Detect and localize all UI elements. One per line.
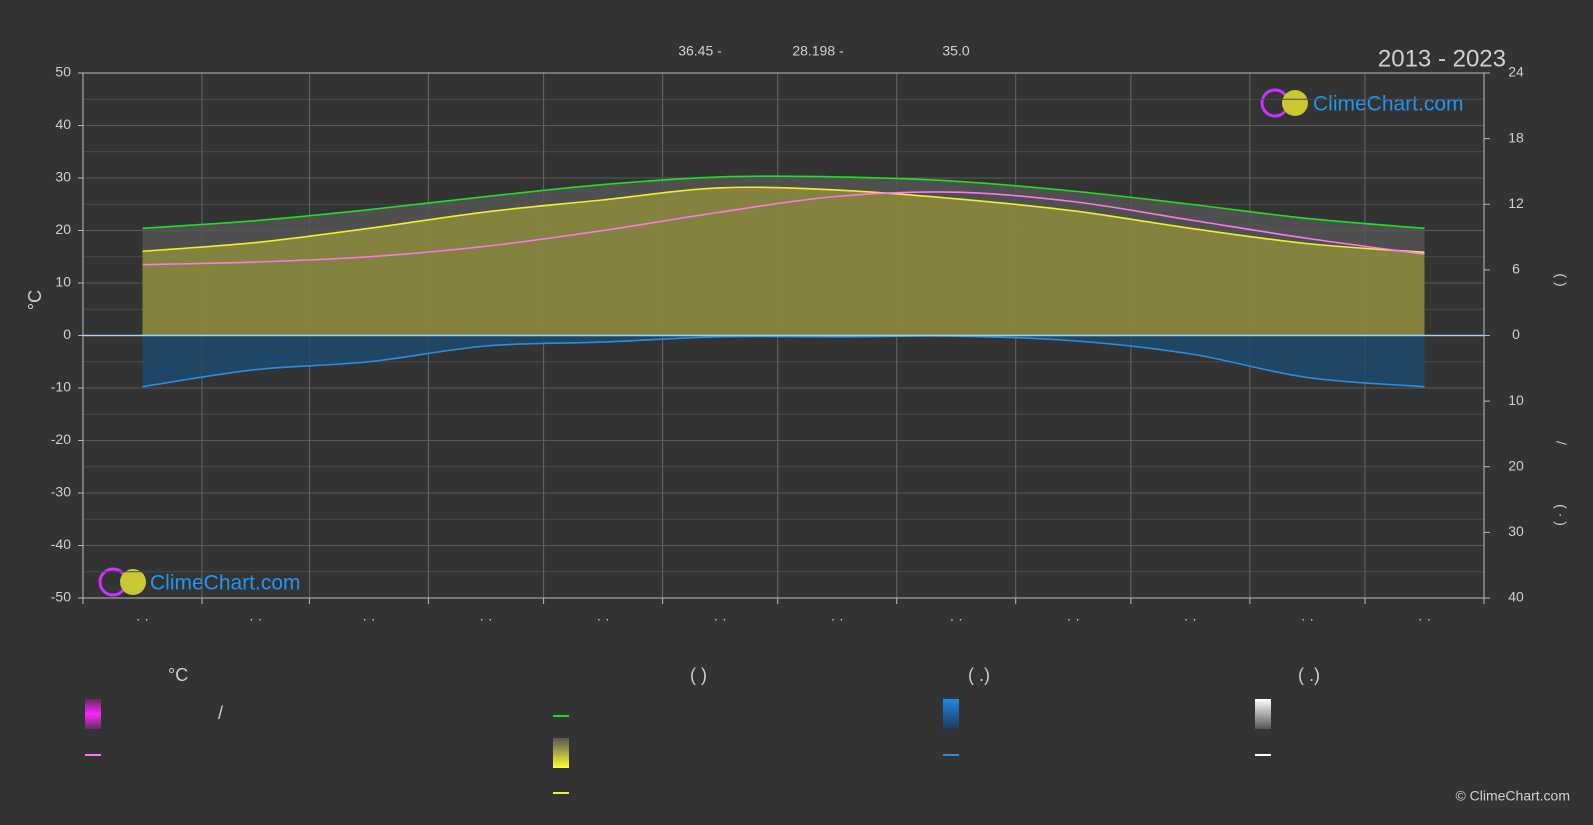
plot: -50 -40 -30 -20 -10 0 10 20 30 40 50 0 6 12 18 24 10 20 30…	[51, 64, 1524, 627]
legend-swatches	[85, 699, 1271, 794]
y-axis-label: °C	[25, 290, 45, 310]
area	[142, 187, 1425, 336]
annotation: 36.45 -	[678, 43, 722, 59]
y2-tick-label: 0	[1512, 326, 1520, 342]
x-tick-label: · ·	[714, 611, 727, 627]
copyright: © ClimeChart.com	[1455, 788, 1570, 804]
legend-header: ( .)	[1298, 665, 1320, 685]
line	[142, 186, 1425, 254]
x-tick-label: · ·	[1301, 611, 1314, 627]
logo-icon	[98, 88, 1308, 597]
legend-header: °C	[168, 665, 188, 685]
y2-tick-label: 18	[1508, 129, 1524, 145]
line	[142, 335, 1425, 388]
x-tick-label: · ·	[1067, 611, 1080, 627]
area	[142, 335, 1425, 387]
x-tick-label: · ·	[1184, 611, 1197, 627]
y-tick-label: 20	[55, 221, 71, 237]
legend-header: ( )	[690, 665, 707, 685]
y3-tick-label: 20	[1508, 457, 1524, 473]
y-tick-label: 0	[63, 326, 71, 342]
legend-note: /	[218, 703, 223, 723]
line	[142, 191, 1425, 266]
y3-tick-label: 40	[1508, 589, 1524, 605]
x-tick-label: · ·	[479, 611, 492, 627]
annotation: 28.198 -	[792, 43, 844, 59]
x-tick-label: · ·	[596, 611, 609, 627]
x-tick-label: · ·	[362, 611, 375, 627]
x-tick-label: · ·	[1418, 611, 1431, 627]
y2-tick-label: 24	[1508, 64, 1524, 80]
logo-text: ClimeChart.com	[150, 572, 301, 595]
x-tick-label: · ·	[136, 611, 149, 627]
x-tick-label: · ·	[831, 611, 844, 627]
y-tick-label: -30	[51, 484, 71, 500]
y2-axis-label: /	[1553, 441, 1569, 445]
chart-title: 2013 - 2023	[1378, 45, 1506, 72]
y-tick-label: 10	[55, 274, 71, 290]
y2-axis-label: ( )	[1553, 273, 1569, 286]
x-tick-label: · ·	[249, 611, 262, 627]
line	[142, 175, 1425, 230]
y2-axis-label: ( · )	[1553, 504, 1569, 526]
y-tick-label: -50	[51, 589, 71, 605]
y-tick-label: -10	[51, 379, 71, 395]
y-tick-label: -40	[51, 536, 71, 552]
y2-tick-label: 6	[1512, 261, 1520, 277]
y-tick-label: 40	[55, 116, 71, 132]
y-tick-label: 30	[55, 169, 71, 185]
x-tick-label: · ·	[950, 611, 963, 627]
y-tick-label: -20	[51, 431, 71, 447]
logo-text: ClimeChart.com	[1313, 93, 1464, 116]
y2-tick-label: 12	[1508, 195, 1524, 211]
legend-header: ( .)	[968, 665, 990, 685]
y3-tick-label: 30	[1508, 523, 1524, 539]
y3-tick-label: 10	[1508, 392, 1524, 408]
annotation: 35.0	[942, 43, 969, 59]
y-tick-label: 50	[55, 64, 71, 80]
